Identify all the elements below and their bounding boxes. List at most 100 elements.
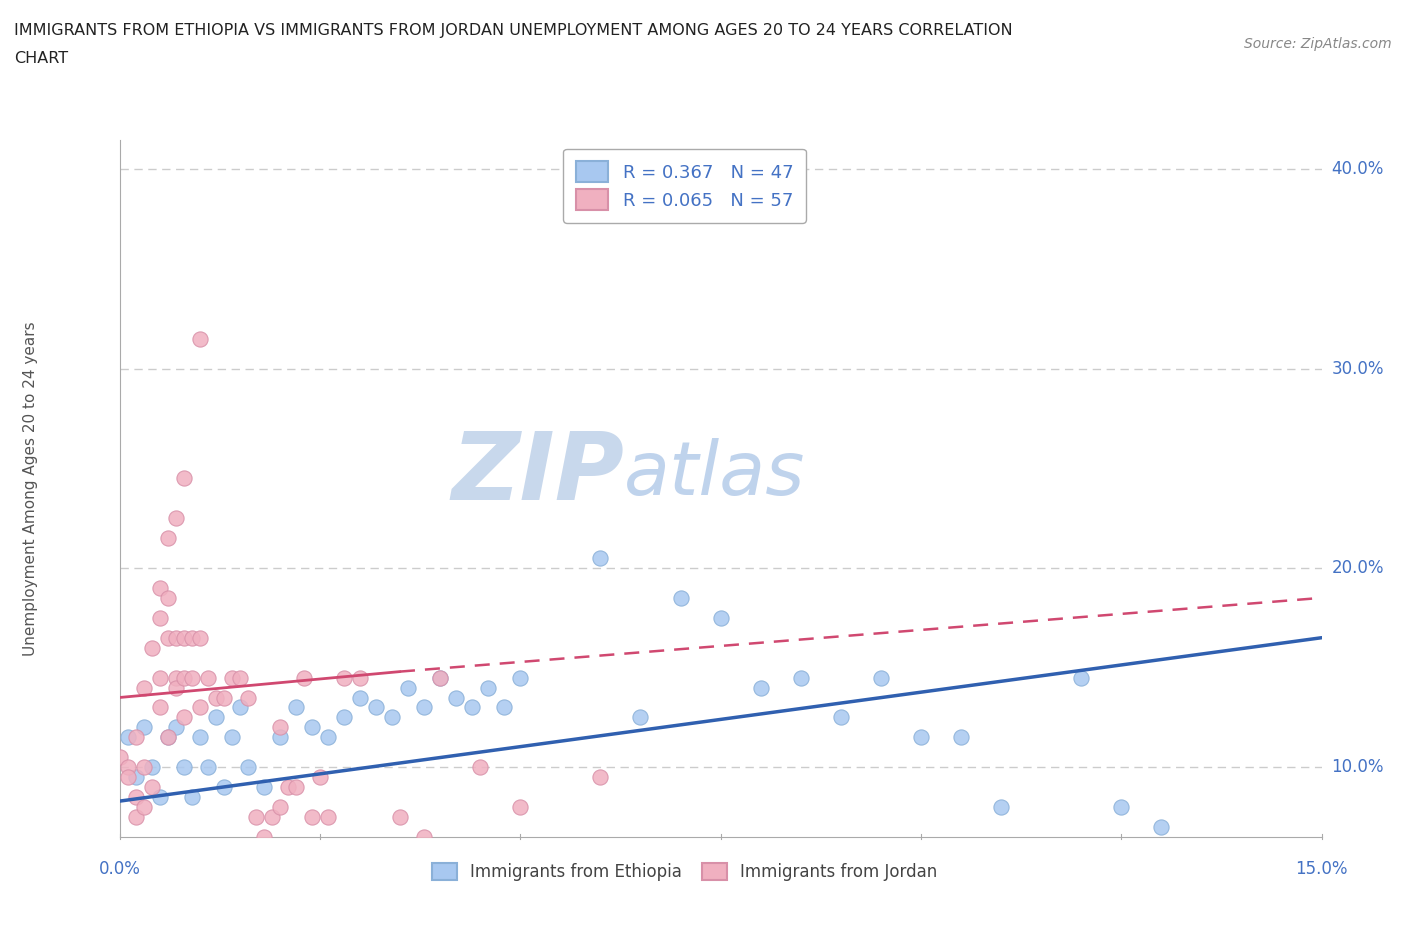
Point — [204, 710, 226, 724]
Point — [236, 760, 259, 775]
Point — [165, 511, 187, 525]
Point — [429, 671, 451, 685]
Point — [444, 690, 467, 705]
Point — [260, 810, 283, 825]
Point — [221, 671, 243, 685]
Point — [381, 710, 404, 724]
Point — [197, 760, 219, 775]
Point — [141, 779, 163, 794]
Point — [173, 631, 195, 645]
Point — [413, 830, 436, 844]
Point — [333, 710, 356, 724]
Point — [212, 690, 235, 705]
Point — [284, 779, 307, 794]
Point — [749, 680, 772, 695]
Text: 15.0%: 15.0% — [1295, 860, 1348, 878]
Point — [589, 551, 612, 565]
Point — [141, 760, 163, 775]
Point — [349, 690, 371, 705]
Point — [316, 810, 339, 825]
Point — [173, 471, 195, 485]
Point — [124, 790, 146, 804]
Point — [830, 710, 852, 724]
Point — [1111, 800, 1133, 815]
Text: 20.0%: 20.0% — [1331, 559, 1384, 577]
Point — [132, 680, 155, 695]
Point — [269, 800, 291, 815]
Point — [197, 671, 219, 685]
Point — [165, 680, 187, 695]
Point — [204, 690, 226, 705]
Point — [212, 779, 235, 794]
Point — [301, 810, 323, 825]
Point — [141, 640, 163, 655]
Point — [269, 730, 291, 745]
Point — [188, 331, 211, 346]
Point — [165, 671, 187, 685]
Point — [156, 730, 179, 745]
Point — [149, 700, 172, 715]
Text: IMMIGRANTS FROM ETHIOPIA VS IMMIGRANTS FROM JORDAN UNEMPLOYMENT AMONG AGES 20 TO: IMMIGRANTS FROM ETHIOPIA VS IMMIGRANTS F… — [14, 23, 1012, 38]
Point — [1070, 671, 1092, 685]
Point — [180, 790, 202, 804]
Text: 0.0%: 0.0% — [98, 860, 141, 878]
Point — [468, 760, 492, 775]
Text: Source: ZipAtlas.com: Source: ZipAtlas.com — [1244, 37, 1392, 51]
Point — [228, 700, 252, 715]
Point — [388, 810, 412, 825]
Text: Unemployment Among Ages 20 to 24 years: Unemployment Among Ages 20 to 24 years — [24, 321, 38, 656]
Text: ZIP: ZIP — [451, 429, 624, 520]
Point — [333, 671, 356, 685]
Point — [156, 631, 179, 645]
Point — [277, 779, 299, 794]
Point — [349, 671, 371, 685]
Point — [253, 779, 276, 794]
Point — [149, 790, 172, 804]
Point — [950, 730, 973, 745]
Point — [108, 750, 131, 764]
Point — [292, 671, 315, 685]
Point — [156, 730, 179, 745]
Point — [180, 671, 202, 685]
Point — [669, 591, 692, 605]
Point — [173, 710, 195, 724]
Point — [117, 770, 139, 785]
Point — [132, 720, 155, 735]
Text: 40.0%: 40.0% — [1331, 160, 1384, 179]
Legend: Immigrants from Ethiopia, Immigrants from Jordan: Immigrants from Ethiopia, Immigrants fro… — [425, 857, 943, 888]
Point — [269, 720, 291, 735]
Point — [790, 671, 813, 685]
Point — [149, 610, 172, 625]
Point — [869, 671, 893, 685]
Point — [188, 730, 211, 745]
Point — [117, 730, 139, 745]
Point — [477, 680, 499, 695]
Point — [221, 730, 243, 745]
Point — [236, 690, 259, 705]
Point — [461, 700, 484, 715]
Point — [253, 830, 276, 844]
Point — [132, 760, 155, 775]
Point — [188, 631, 211, 645]
Text: CHART: CHART — [14, 51, 67, 66]
Point — [316, 730, 339, 745]
Point — [228, 671, 252, 685]
Point — [165, 631, 187, 645]
Point — [149, 671, 172, 685]
Point — [165, 720, 187, 735]
Point — [188, 700, 211, 715]
Point — [509, 800, 531, 815]
Point — [396, 680, 419, 695]
Text: 30.0%: 30.0% — [1331, 360, 1384, 378]
Point — [245, 810, 267, 825]
Point — [180, 631, 202, 645]
Point — [173, 671, 195, 685]
Point — [124, 810, 146, 825]
Point — [990, 800, 1012, 815]
Point — [173, 760, 195, 775]
Point — [156, 531, 179, 546]
Point — [132, 800, 155, 815]
Point — [364, 700, 387, 715]
Point — [301, 720, 323, 735]
Point — [509, 671, 531, 685]
